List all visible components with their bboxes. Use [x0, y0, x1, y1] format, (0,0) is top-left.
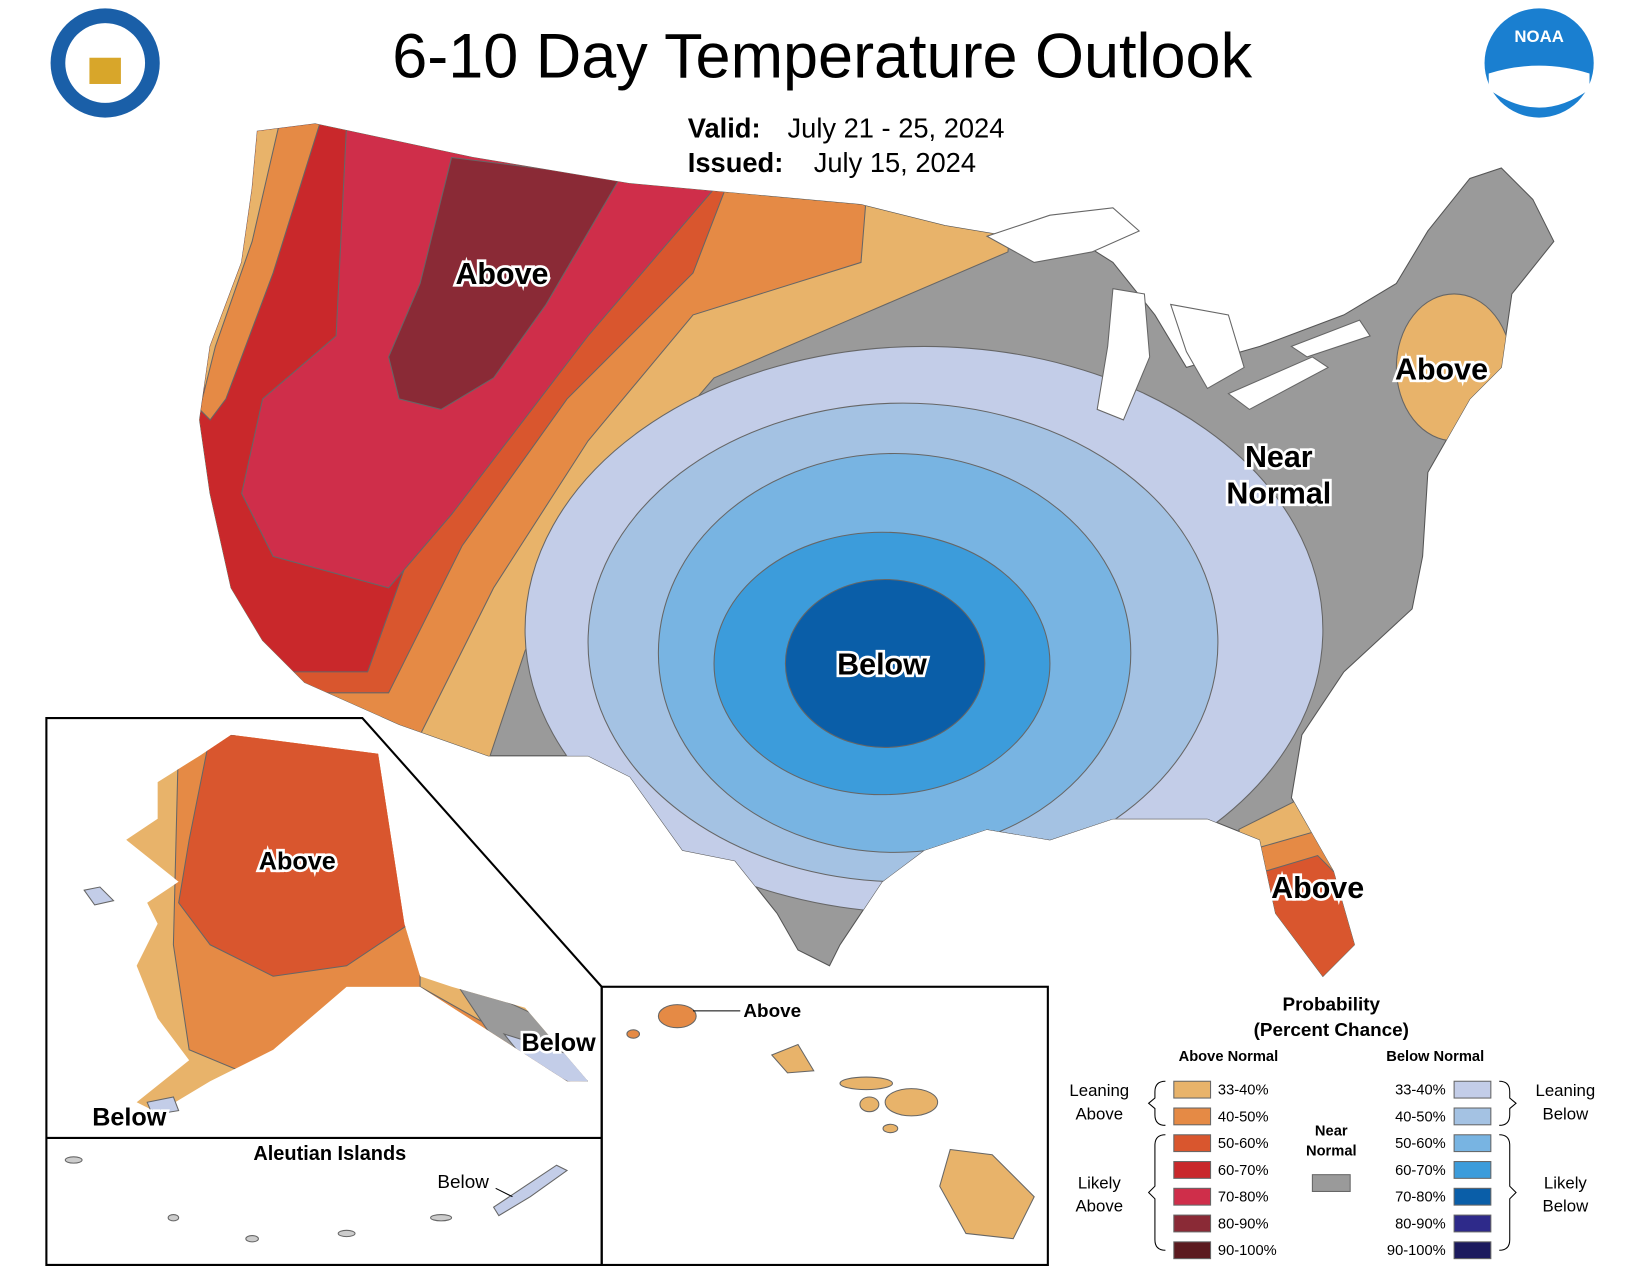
legend-swatch — [1173, 1107, 1212, 1126]
issued-label: Issued: — [688, 147, 784, 178]
seal-shield — [89, 57, 121, 84]
legend-label: 40-50% — [1395, 1109, 1446, 1125]
legend-swatch — [1311, 1174, 1351, 1192]
legend-group: Above — [1075, 1197, 1123, 1216]
band — [388, 156, 621, 410]
issued-date: July 15, 2024 — [814, 147, 976, 178]
legend-label: 70-80% — [1395, 1190, 1446, 1206]
legend-label: 50-60% — [1395, 1136, 1446, 1152]
legend-title: Probability — [1283, 995, 1381, 1016]
legend-group: Above — [1075, 1104, 1123, 1123]
island — [337, 1229, 356, 1238]
legend-label: 80-90% — [1395, 1216, 1446, 1232]
legend-swatch — [1453, 1080, 1492, 1099]
legend-label: 70-80% — [1218, 1190, 1269, 1206]
island — [859, 1096, 880, 1113]
aleutian-islands — [64, 1156, 453, 1243]
valid-label: Valid: — [688, 112, 761, 143]
island — [884, 1088, 939, 1117]
great-lakes — [985, 207, 1371, 421]
legend-label: 33-40% — [1395, 1083, 1446, 1099]
legend-subtitle: (Percent Chance) — [1254, 1020, 1409, 1041]
region-label: Below — [437, 1172, 489, 1193]
island — [245, 1235, 259, 1243]
legend-swatch — [1173, 1080, 1212, 1099]
region-label: Above — [1271, 871, 1364, 905]
lake — [985, 207, 1141, 263]
hawaii-islands — [626, 1004, 1035, 1240]
legend-swatch — [1173, 1134, 1212, 1153]
lake — [1169, 303, 1245, 390]
island — [492, 1164, 569, 1217]
lake — [1227, 356, 1330, 411]
island — [839, 1076, 894, 1091]
region-label: Above — [1395, 353, 1488, 387]
region-label: Above — [455, 257, 548, 291]
island — [83, 886, 115, 906]
legend-group: Below — [1543, 1197, 1590, 1216]
legend-label: 33-40% — [1218, 1083, 1269, 1099]
region-label: Above — [259, 848, 336, 876]
legend-swatch — [1453, 1107, 1492, 1126]
legend-label: 50-60% — [1218, 1136, 1269, 1152]
legend-label: 40-50% — [1218, 1109, 1269, 1125]
legend-label: 90-100% — [1218, 1243, 1277, 1259]
legend-near: Normal — [1306, 1143, 1357, 1159]
island — [770, 1043, 815, 1074]
legend-group: Likely — [1078, 1174, 1122, 1193]
legend-label: 60-70% — [1218, 1163, 1269, 1179]
region-label: Below — [522, 1029, 597, 1057]
legend-swatch — [1453, 1241, 1492, 1260]
island — [430, 1214, 453, 1222]
legend-label: 80-90% — [1218, 1216, 1269, 1232]
region-label: Normal — [1226, 477, 1331, 511]
legend-swatch — [1453, 1214, 1492, 1233]
band — [199, 123, 327, 421]
island — [939, 1148, 1035, 1240]
lake — [1096, 288, 1151, 421]
island — [882, 1123, 899, 1134]
legend-group: Below — [1543, 1104, 1590, 1123]
band — [146, 1096, 180, 1116]
legend-swatch — [1453, 1161, 1492, 1179]
legend-heading: Above Normal — [1179, 1049, 1279, 1065]
lake — [1290, 319, 1371, 358]
legend-heading: Below Normal — [1386, 1049, 1484, 1065]
legend-group: Likely — [1544, 1174, 1588, 1193]
noaa-logo-bird — [1488, 65, 1590, 108]
logo-text: NOAA — [1514, 27, 1563, 46]
band — [784, 578, 986, 748]
island — [657, 1004, 697, 1029]
region-label: Below — [837, 648, 927, 682]
hawaii-frame — [600, 985, 1049, 1266]
legend-swatch — [1453, 1187, 1492, 1206]
island — [167, 1214, 180, 1222]
legend-label: 90-100% — [1387, 1243, 1446, 1259]
legend-group: Leaning — [1069, 1081, 1129, 1100]
legend-swatch — [1173, 1214, 1212, 1233]
island — [626, 1029, 641, 1039]
legend-swatch — [1173, 1241, 1212, 1260]
leader-line — [495, 1187, 513, 1198]
legend-brace — [1147, 1080, 1517, 1251]
title: 6-10 Day Temperature Outlook — [392, 22, 1252, 92]
legend-swatch — [1173, 1187, 1212, 1206]
legend-swatch — [1173, 1161, 1212, 1179]
legend: Probability (Percent Chance) Above Norma… — [1069, 995, 1595, 1260]
legend-near: Near — [1315, 1124, 1348, 1140]
region-label: Below — [92, 1104, 167, 1132]
valid-dates: July 21 - 25, 2024 — [788, 112, 1005, 143]
legend-label: 60-70% — [1395, 1163, 1446, 1179]
legend-swatch — [1453, 1134, 1492, 1153]
aleutians-title: Aleutian Islands — [253, 1143, 406, 1165]
island — [64, 1156, 83, 1164]
legend-group: Leaning — [1536, 1081, 1596, 1100]
region-label: Near — [1245, 440, 1313, 474]
region-label: Above — [743, 1001, 801, 1022]
